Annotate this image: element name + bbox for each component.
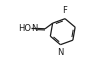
Text: N: N: [31, 24, 37, 33]
Text: N: N: [58, 48, 64, 57]
Text: HO: HO: [18, 24, 31, 33]
Text: F: F: [62, 6, 67, 15]
